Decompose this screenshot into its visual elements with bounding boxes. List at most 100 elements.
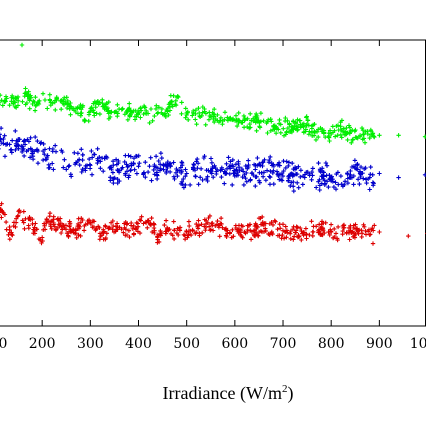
- data-point: [256, 178, 262, 183]
- data-point: [97, 155, 102, 160]
- data-point: [248, 111, 253, 116]
- data-point: [314, 224, 319, 229]
- data-point: [102, 107, 108, 112]
- data-point: [367, 135, 372, 141]
- data-point: [361, 132, 366, 137]
- data-point: [166, 112, 171, 118]
- data-point: [320, 232, 325, 238]
- data-point: [22, 138, 27, 143]
- data-point: [366, 176, 371, 181]
- data-point: [195, 226, 201, 231]
- data-point: [149, 229, 155, 235]
- data-point: [168, 161, 173, 166]
- data-point: [161, 167, 166, 172]
- data-point: [147, 120, 152, 126]
- data-point: [236, 223, 242, 228]
- data-point: [268, 154, 273, 160]
- data-point: [295, 127, 300, 132]
- data-point: [209, 169, 214, 174]
- data-point: [125, 108, 130, 113]
- data-point: [34, 227, 39, 232]
- data-point: [193, 231, 198, 236]
- data-point: [173, 102, 178, 107]
- data-point: [303, 127, 308, 132]
- data-point: [247, 222, 253, 227]
- data-point: [298, 123, 304, 129]
- data-point: [316, 134, 321, 140]
- data-point: [355, 161, 360, 167]
- data-point: [320, 166, 325, 171]
- data-point: [312, 129, 317, 134]
- data-point: [296, 234, 302, 239]
- data-point: [286, 178, 291, 183]
- data-point: [223, 233, 229, 238]
- data-point: [338, 132, 343, 137]
- data-point: [340, 129, 346, 135]
- data-point: [285, 125, 291, 131]
- data-point: [104, 101, 109, 106]
- data-point: [340, 232, 345, 237]
- data-point: [40, 91, 46, 96]
- data-point: [39, 140, 44, 145]
- data-point: [352, 129, 357, 134]
- data-point: [406, 233, 411, 239]
- data-point: [149, 215, 154, 221]
- data-point: [269, 220, 274, 225]
- x-tick-label: 100: [0, 336, 7, 352]
- data-point: [260, 174, 266, 179]
- data-point: [342, 179, 348, 184]
- data-point: [75, 151, 81, 156]
- data-point: [355, 177, 361, 182]
- data-point: [47, 98, 53, 103]
- data-point: [0, 103, 5, 108]
- x-tick-label: 600: [221, 336, 248, 352]
- data-point: [120, 106, 125, 112]
- data-point: [128, 154, 133, 159]
- data-point: [141, 103, 147, 109]
- data-point: [246, 164, 251, 170]
- data-point: [122, 221, 127, 226]
- data-point: [86, 217, 92, 223]
- data-point: [153, 154, 159, 159]
- data-point: [165, 159, 170, 165]
- data-point: [133, 227, 139, 232]
- data-point: [32, 149, 37, 154]
- data-point: [193, 174, 198, 179]
- data-point: [352, 235, 358, 240]
- data-point: [40, 238, 45, 244]
- data-point: [243, 163, 248, 169]
- data-point: [183, 115, 188, 120]
- data-point: [253, 221, 258, 226]
- data-point: [212, 119, 217, 125]
- data-point: [176, 232, 181, 238]
- data-point: [258, 228, 264, 234]
- data-point: [348, 223, 353, 228]
- data-point: [267, 182, 273, 187]
- data-point: [158, 151, 164, 156]
- data-point: [270, 231, 275, 237]
- data-point: [106, 116, 112, 121]
- data-point: [324, 163, 330, 168]
- data-point: [3, 94, 9, 99]
- data-point: [9, 147, 14, 152]
- x-tick-label: 900: [366, 336, 393, 352]
- data-point: [64, 105, 70, 111]
- data-point: [110, 227, 115, 232]
- data-point: [324, 179, 330, 184]
- data-point: [245, 116, 250, 121]
- data-point: [172, 228, 177, 233]
- data-point: [66, 234, 71, 239]
- data-point: [288, 231, 293, 236]
- data-point: [296, 164, 301, 169]
- data-point: [349, 140, 354, 145]
- data-point: [148, 106, 154, 112]
- series-1: [0, 86, 426, 145]
- data-point: [186, 117, 191, 122]
- data-point: [93, 105, 98, 110]
- data-point: [183, 167, 188, 172]
- data-point: [351, 231, 357, 236]
- data-point: [218, 115, 224, 120]
- data-point: [300, 182, 305, 187]
- data-point: [230, 227, 235, 232]
- x-tick-label: 1000: [410, 336, 426, 352]
